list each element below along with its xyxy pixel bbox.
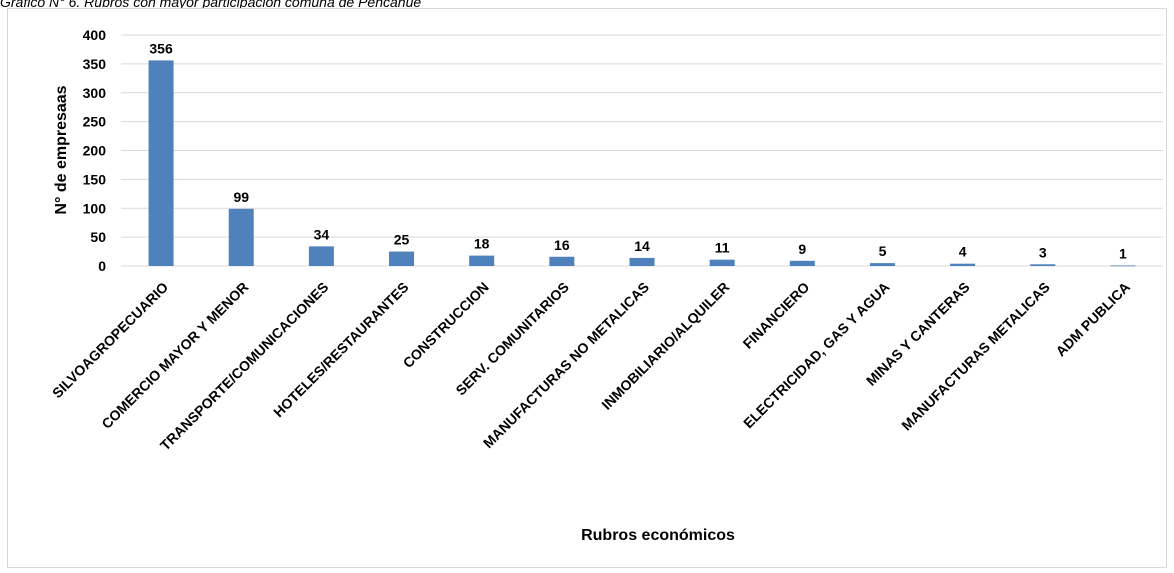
bar [789, 260, 815, 266]
bar [549, 256, 575, 266]
data-label: 9 [798, 241, 806, 257]
y-tick-label: 400 [83, 27, 107, 43]
bar [629, 257, 655, 266]
bar [1030, 264, 1056, 266]
bar [869, 263, 895, 266]
data-label: 3 [1039, 244, 1047, 260]
x-axis-title: Rubros económicos [581, 527, 735, 544]
data-labels: 356 99 34 25 18 16 14 11 9 5 4 3 1 [149, 40, 1127, 261]
y-tick-label: 0 [98, 258, 106, 274]
y-axis-title: N° de empresaas [53, 85, 70, 214]
bar [308, 246, 334, 266]
x-tick-label: HOTELES/RESTAURANTES [270, 279, 411, 420]
y-tick-label: 250 [83, 114, 107, 130]
y-axis-ticks: 0 50 100 150 200 250 300 350 400 [83, 27, 107, 274]
data-label: 34 [314, 226, 330, 242]
bar [709, 259, 735, 266]
bar [1110, 265, 1136, 267]
bars [148, 60, 1136, 267]
x-tick-label: FINANCIERO [740, 279, 813, 352]
bar [148, 60, 174, 266]
x-tick-label: INMOBILIARIO/ALQUILER [598, 279, 732, 413]
bar [950, 263, 976, 266]
y-tick-label: 150 [83, 171, 107, 187]
y-tick-label: 350 [83, 56, 107, 72]
y-tick-label: 100 [83, 200, 107, 216]
data-label: 14 [634, 238, 650, 254]
data-label: 99 [233, 189, 249, 205]
chart-caption: Gráfico N° 6. Rubros con mayor participa… [0, 0, 422, 10]
data-label: 18 [474, 236, 490, 252]
x-tick-label: MANUFACTURAS METALICAS [898, 279, 1053, 434]
y-tick-label: 200 [83, 143, 107, 159]
x-tick-label: MANUFACTURAS NO METALICAS [480, 279, 652, 451]
x-tick-label: CONSTRUCCION [400, 279, 492, 371]
data-label: 5 [879, 243, 887, 259]
data-label: 356 [149, 40, 173, 56]
data-label: 25 [394, 232, 410, 248]
data-label: 4 [959, 244, 967, 260]
x-tick-label: COMERCIO MAYOR Y MENOR [98, 279, 251, 432]
chart-frame [7, 8, 1167, 568]
data-label: 1 [1119, 245, 1127, 261]
x-tick-label: ADM PUBLICA [1052, 279, 1133, 360]
data-label: 16 [554, 237, 570, 253]
bar [469, 255, 495, 266]
x-tick-label: ELECTRICIDAD, GAS Y AGUA [740, 279, 892, 431]
bar [228, 208, 254, 266]
y-tick-label: 300 [83, 85, 107, 101]
bar [389, 251, 415, 266]
y-tick-label: 50 [90, 229, 106, 245]
gridlines [121, 34, 1163, 267]
data-label: 11 [715, 240, 730, 256]
x-tick-label: TRANSPORTE/COMUNICACIONES [157, 279, 332, 454]
